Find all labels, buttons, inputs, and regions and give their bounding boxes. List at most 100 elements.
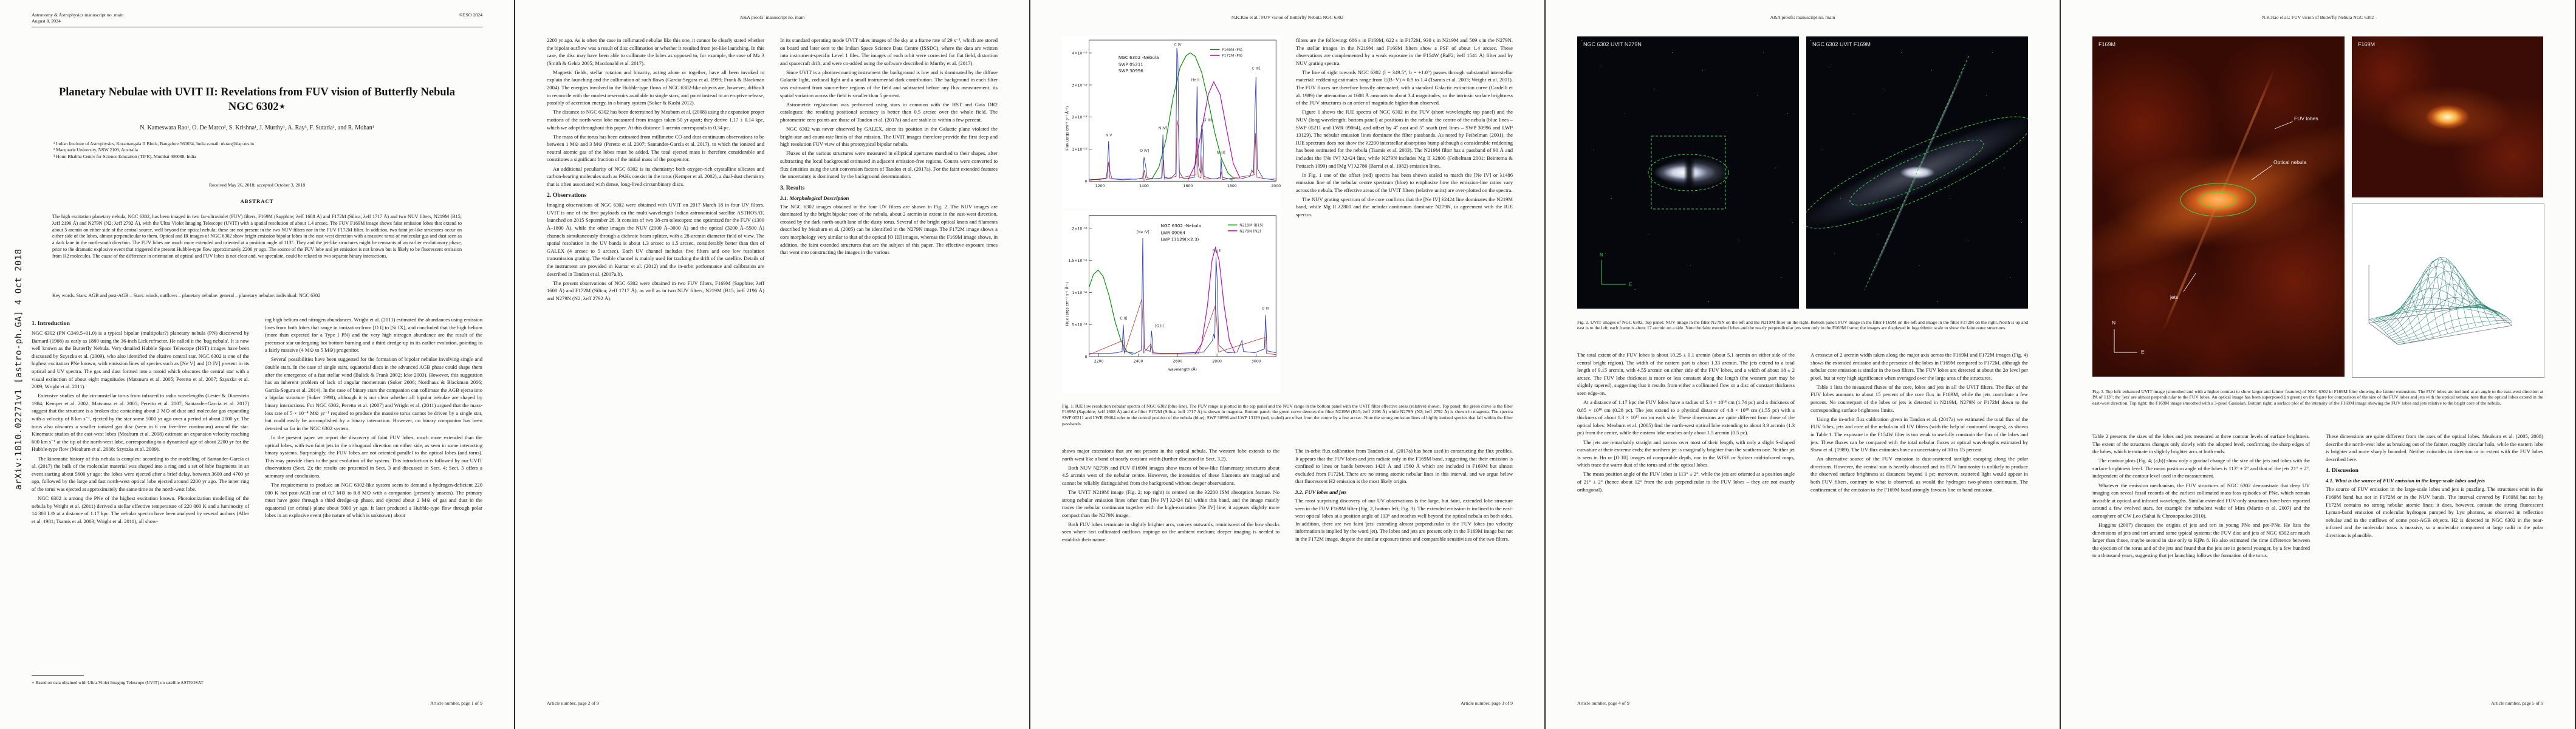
spectrum-id-label: SWP 30996 (1118, 68, 1143, 74)
body-paragraph: The total extent of the FUV lobes is abo… (1577, 352, 1795, 396)
body-paragraph: Table 1 lists the measured fluxes of the… (1810, 383, 2028, 413)
two-column-text: 2200 yr ago. As is often the case in col… (547, 36, 998, 690)
plot-title: NGC 6302 -Nebula (1161, 223, 1201, 228)
column-left: shows major extensions that are not pres… (1062, 447, 1279, 690)
emission-line-label: [Ne IV] (1137, 230, 1149, 234)
page-footer: Article number, page 1 of 9 (430, 700, 482, 706)
column-right: A crosscut of 2 arcmin width taken along… (1810, 351, 2028, 690)
page-1: Astronomy & Astrophysics manuscript no. … (0, 0, 514, 729)
y-axis-label: Flux (ergs cm⁻² s⁻¹ Å⁻¹) (1064, 106, 1070, 151)
body-paragraph: shows major extensions that are not pres… (1062, 448, 1279, 462)
image-filter-label: F169M (2358, 41, 2376, 47)
abstract-text: The high excitation planetary nebula, NG… (52, 214, 462, 259)
surface-plot-svg (2368, 256, 2513, 345)
eso-copyright: ©ESO 2024 (459, 12, 482, 18)
affiliation: ² Macquarie University, NSW 2109, Austra… (53, 147, 138, 153)
running-header: A&A proofs: manuscript no. main (1770, 15, 1835, 20)
body-paragraph: The mean position angle of the FUV lobes… (1577, 471, 1795, 493)
figure-caption: Fig. 1. IUE low resolution nebular spect… (1062, 403, 1513, 426)
body-paragraph: Astrometric registration was performed u… (780, 101, 998, 123)
iue-fuv-spectrum-chart: 1200 1400 1600 1800 2000 4×10⁻¹³ 3×10⁻¹³… (1062, 35, 1281, 208)
compass-east-label: E (2141, 349, 2145, 355)
body-paragraph: Both NUV N279N and FUV F169M images show… (1062, 464, 1279, 486)
section-heading: 4. Discussion (2326, 467, 2358, 474)
two-column-text: shows major extensions that are not pres… (1062, 447, 1513, 690)
uvit-n279n-image: N E NGC 6302 UVIT N279N (1577, 36, 1799, 309)
surface-mesh (2369, 256, 2513, 345)
page-4: A&A proofs: manuscript no. main N E NGC … (1546, 0, 2060, 729)
body-paragraph: The mass of the torus has been estimated… (547, 133, 764, 163)
page-5: N.K.Rao et al.: FUV vision of Butterfly … (2061, 0, 2575, 729)
spectrum-id-label: LWP 13129(×2.3) (1161, 236, 1199, 242)
image-filter-label: NGC 6302 UVIT N279N (1583, 41, 1642, 47)
column-right: These dimensions are quite different fro… (2326, 433, 2543, 690)
column-right: The in-orbit flux calibration from Tando… (1295, 447, 1513, 690)
body-paragraph: The NGC 6302 images obtained in the four… (780, 203, 998, 256)
body-paragraph: The kinematic history of this nebula is … (32, 455, 249, 492)
arxiv-stamp: arXiv:1810.02271v1 [astro-ph.GA] 4 Oct 2… (14, 248, 24, 490)
body-paragraph: In the present paper we report the disco… (265, 434, 482, 479)
nebula-core (1877, 150, 1957, 195)
column-right: ing high helium and nitrogen abundances.… (265, 316, 482, 690)
affiliation-list: ¹ Indian Institute of Astrophysics, Kora… (53, 141, 471, 160)
column-left: Table 2 presents the sizes of the lobes … (2092, 433, 2310, 690)
body-paragraph: 2200 yr ago. As is often the case in col… (547, 37, 764, 66)
axis-tick-label: 5×10⁻¹³ (1072, 323, 1088, 327)
nebula-core (1630, 139, 1746, 206)
compass-east-label: E (1629, 282, 1632, 287)
compass-north-label: N (1600, 252, 1603, 258)
axis-tick-label: 0 (1085, 180, 1088, 184)
body-paragraph: In Fig. 1 one of the offset (red) spectr… (1296, 171, 1513, 193)
optical-nebula-overlay (2114, 121, 2293, 353)
column-right: In its standard operating mode UVIT take… (780, 36, 998, 690)
body-paragraph: The UVIT N219M image (Fig. 2; top right)… (1062, 488, 1279, 518)
legend-entry: F172M (FS) (1222, 54, 1242, 58)
column-left: The total extent of the FUV lobes is abo… (1577, 351, 1795, 690)
compass-north-label: N (2112, 320, 2116, 326)
emission-line-label: C IV (1174, 43, 1182, 47)
body-paragraph: Since UVIT is a photon-counting instrume… (780, 69, 998, 98)
emission-line-label: C III] (1252, 66, 1260, 70)
axis-tick-label: 4×10⁻¹³ (1072, 52, 1088, 56)
figure-caption: Fig. 3. Top left: enhanced UVIT image (s… (2092, 388, 2543, 406)
image-filter-label: NGC 6302 UVIT F169M (1812, 41, 1871, 47)
body-paragraph: Table 2 presents the sizes of the lobes … (2092, 433, 2310, 455)
body-paragraph: The distance to NGC 6302 has been determ… (547, 109, 764, 131)
emission-line-label: N V (1106, 134, 1112, 138)
figure-2: N E NGC 6302 UVIT N279N NGC 6302 UVIT F1… (1577, 36, 2028, 309)
body-paragraph: A crosscut of 2 arcmin width taken along… (1810, 352, 2028, 381)
body-paragraph: Several possibilities have been suggeste… (265, 356, 482, 431)
footnote-block: ⋆ Based on data obtained with Ultra-Viol… (32, 674, 249, 690)
body-paragraph: The NUV grating spectrum of the core con… (1296, 196, 1513, 218)
axis-tick-label: 2200 (1094, 360, 1104, 364)
manuscript-header: Astronomy & Astrophysics manuscript no. … (32, 12, 482, 27)
section-heading: 3. Results (780, 184, 805, 191)
body-paragraph: NGC 6302 (PN G349.5+01.0) is a typical b… (32, 330, 249, 390)
annotation-jets: jets (2170, 294, 2179, 300)
column-right: filters are the following: 686 s in F169… (1296, 36, 1513, 392)
body-paragraph: The in-orbit flux calibration from Tando… (1295, 448, 1513, 485)
page-footer: Article number, page 2 of 9 (547, 700, 599, 706)
annotation-fuv-lobes: FUV lobes (2294, 115, 2318, 122)
axis-tick-label: 2×10⁻¹² (1072, 227, 1088, 231)
emission-line-label: Mg II (1213, 249, 1222, 253)
body-paragraph: These dimensions are quite different fro… (2326, 433, 2543, 462)
body-paragraph: ing high helium and nitrogen abundances.… (265, 317, 482, 354)
two-column-text: The total extent of the FUV lobes is abo… (1577, 351, 2028, 690)
axis-tick-label: 0 (1085, 355, 1088, 359)
abstract-label: ABSTRACT (240, 198, 274, 204)
image-filter-label: F169M (2098, 41, 2116, 47)
body-paragraph: In its standard operating mode UVIT take… (780, 37, 998, 66)
emission-line-label: He II (1191, 78, 1200, 83)
surface-plot (2352, 204, 2544, 378)
two-column-text: Table 2 presents the sizes of the lobes … (2092, 433, 2543, 690)
figure-caption: Fig. 2. UVIT images of NGC 6302. Top pan… (1577, 319, 2028, 331)
received-dates: Received May 26, 2018; accepted October … (208, 182, 306, 188)
axis-tick-label: 2×10⁻¹³ (1072, 115, 1088, 120)
green-contour-overlay: N E (1600, 135, 1729, 287)
axis-tick-label: 1×10⁻¹² (1072, 291, 1088, 295)
section-heading: 2. Observations (547, 192, 587, 199)
emission-line-label: O III] (1204, 118, 1212, 123)
legend-entry: N279N (N2) (1239, 229, 1261, 233)
